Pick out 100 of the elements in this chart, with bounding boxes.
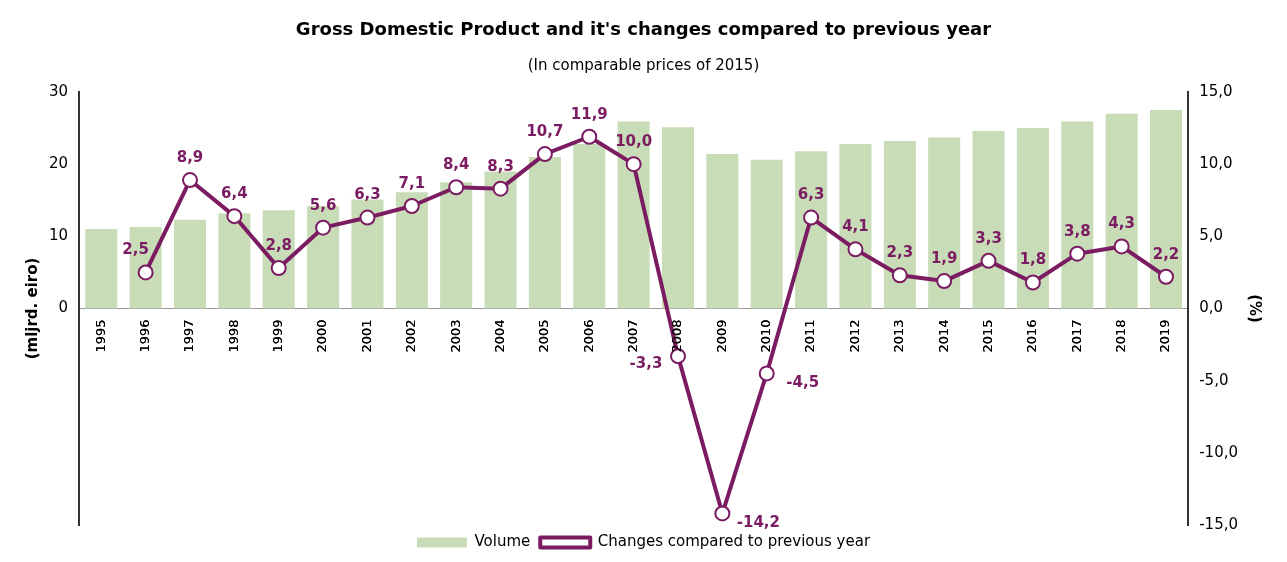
point — [625, 156, 642, 173]
data-label: 10,7 — [526, 121, 564, 140]
y-tick-label: 20 — [48, 154, 69, 173]
x-tick-label: 2016 — [1024, 319, 1040, 353]
y2-axis-title: (%) — [1246, 294, 1265, 323]
x-tick-label: 2010 — [758, 319, 774, 353]
bar — [218, 213, 251, 309]
x-tick-label: 2019 — [1157, 319, 1173, 353]
x-tick-label: 2013 — [891, 319, 907, 353]
bar — [1016, 128, 1049, 309]
data-label: 3,3 — [975, 228, 1002, 247]
point — [980, 252, 997, 269]
point — [403, 198, 420, 215]
legend-label: Changes compared to previous year — [597, 532, 871, 551]
bar — [1149, 110, 1183, 309]
data-label: 7,1 — [398, 173, 426, 192]
bar — [395, 192, 428, 309]
data-label: 8,3 — [487, 156, 514, 175]
bar — [1061, 121, 1094, 309]
chart-title: Gross Domestic Product and it's changes compared to previous year — [294, 18, 993, 39]
bar — [839, 143, 872, 309]
bar — [661, 127, 695, 309]
x-tick-label: 2012 — [846, 319, 862, 353]
x-tick-label: 2014 — [935, 319, 951, 353]
bar — [972, 130, 1005, 309]
point — [315, 219, 332, 236]
y2-tick-label: -5,0 — [1199, 370, 1229, 389]
bar — [440, 182, 473, 309]
data-label: 6,4 — [221, 184, 248, 203]
data-label: 11,9 — [570, 104, 608, 123]
x-tick-label: 2004 — [491, 319, 507, 353]
x-tick-label: 2015 — [979, 319, 995, 353]
data-label: 5,6 — [309, 195, 337, 214]
x-tick-label: 2007 — [625, 319, 641, 353]
y2-tick-label: -10,0 — [1199, 442, 1238, 461]
bar — [173, 219, 207, 309]
data-label: 3,8 — [1063, 221, 1091, 240]
x-tick-label: 2008 — [669, 319, 685, 353]
point — [536, 146, 553, 163]
bar — [484, 171, 517, 309]
y2-tick-label: -15,0 — [1199, 514, 1238, 533]
point — [359, 209, 376, 226]
bar — [617, 121, 650, 309]
point — [1024, 274, 1041, 291]
data-label: 2,2 — [1152, 244, 1180, 263]
data-label: 1,9 — [930, 248, 958, 267]
x-tick-label: 1999 — [270, 319, 286, 353]
data-label: 1,8 — [1019, 250, 1047, 269]
data-label: 8,4 — [442, 155, 470, 174]
y2-tick-label: 0,0 — [1199, 298, 1224, 317]
point — [182, 172, 198, 189]
point — [226, 208, 243, 225]
data-label: -3,3 — [629, 354, 663, 373]
point — [581, 128, 598, 145]
x-tick-label: 1996 — [137, 319, 153, 353]
x-tick-label: 2003 — [447, 319, 463, 353]
x-tick-label: 1997 — [181, 319, 197, 353]
x-tick-label: 2001 — [358, 319, 374, 353]
x-tick-label: 2005 — [536, 319, 552, 353]
point — [1069, 245, 1086, 262]
y2-tick-label: 10,0 — [1199, 154, 1233, 173]
y2-tick-label: 5,0 — [1199, 226, 1224, 245]
x-tick-label: 2000 — [314, 319, 330, 353]
bar — [706, 154, 739, 309]
y-tick-label: 30 — [48, 81, 69, 100]
point — [847, 241, 864, 258]
bar — [883, 141, 916, 309]
bar — [85, 229, 118, 309]
point — [714, 505, 731, 522]
x-tick-label: 2009 — [713, 319, 729, 353]
x-tick-label: 1995 — [92, 319, 108, 353]
data-label: 8,9 — [176, 147, 204, 166]
data-label: -4,5 — [786, 373, 820, 392]
bar — [928, 137, 961, 309]
point — [936, 273, 953, 290]
data-label: 10,0 — [615, 132, 653, 151]
point — [448, 179, 465, 196]
legend-label: Volume — [474, 532, 531, 551]
y-axis-title: (mljrd. eiro) — [22, 257, 41, 360]
point — [758, 365, 775, 382]
data-label: 6,3 — [797, 185, 825, 204]
y-tick-label: 10 — [48, 226, 69, 245]
point — [270, 260, 287, 277]
chart-subtitle: (In comparable prices of 2015) — [526, 56, 761, 74]
bar — [1105, 113, 1138, 309]
data-label: -14,2 — [736, 513, 780, 532]
x-tick-label: 2002 — [403, 319, 419, 353]
point — [1158, 268, 1175, 285]
point — [891, 267, 908, 284]
data-label: 2,3 — [886, 243, 914, 262]
bar — [750, 159, 783, 309]
x-tick-label: 2011 — [802, 319, 818, 353]
point — [1113, 238, 1130, 255]
y2-tick-label: 15,0 — [1199, 81, 1233, 100]
x-tick-label: 2017 — [1068, 319, 1084, 353]
bar — [528, 156, 561, 309]
point — [137, 264, 154, 281]
data-label: 2,5 — [122, 240, 149, 259]
data-label: 4,1 — [842, 217, 869, 236]
x-tick-label: 2006 — [580, 319, 596, 353]
